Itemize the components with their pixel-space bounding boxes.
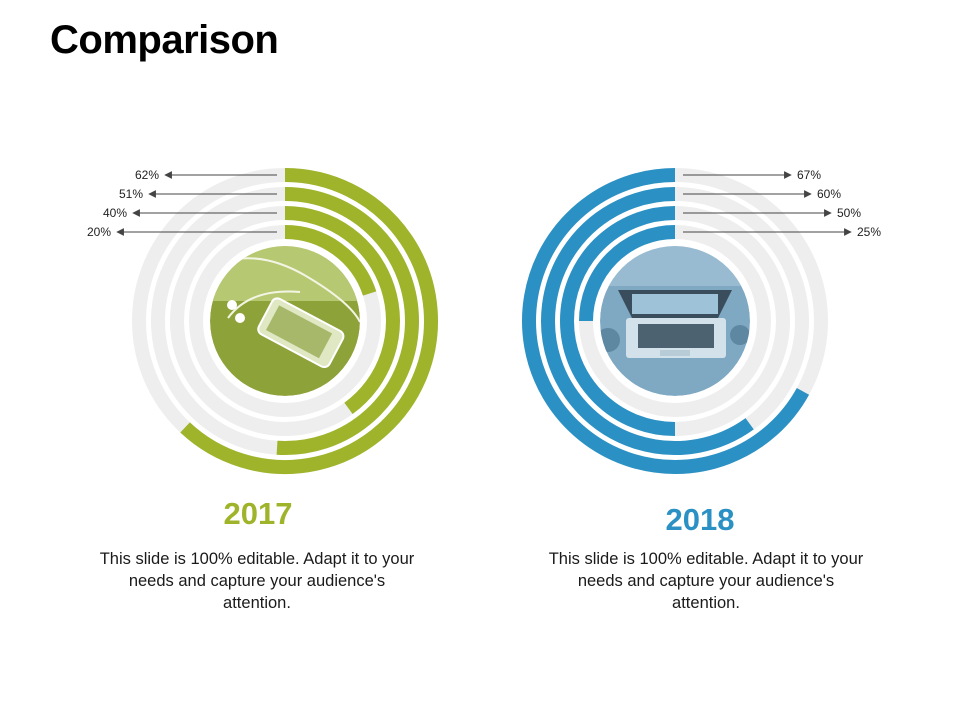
ring-bar-4 xyxy=(284,225,377,296)
year-2018-label: 2018 xyxy=(665,502,735,537)
ring-bar-4 xyxy=(579,225,676,322)
ring-bar-3 xyxy=(284,206,400,415)
chart-2018-labels: 67% 60% 50% 25% xyxy=(797,168,881,239)
value-label-3: 50% xyxy=(837,206,861,220)
ring-bar-2 xyxy=(276,187,419,455)
value-label-2: 60% xyxy=(817,187,841,201)
chart-2017-bars xyxy=(180,168,438,474)
value-label-1: 62% xyxy=(135,168,159,182)
value-label-2: 51% xyxy=(119,187,143,201)
chart-2017-arrows xyxy=(116,171,277,236)
value-label-4: 25% xyxy=(857,225,881,239)
ring-bar-1 xyxy=(180,168,438,474)
chart-2018-bars xyxy=(522,168,810,474)
year-2017-label: 2017 xyxy=(223,496,293,531)
value-label-4: 20% xyxy=(87,225,111,239)
chart-2018-arrows xyxy=(683,171,852,236)
value-label-3: 40% xyxy=(103,206,127,220)
ring-bar-1 xyxy=(522,168,810,474)
ring-bar-2 xyxy=(541,187,754,455)
chart-2017: 62% 51% 40% 20% xyxy=(87,168,438,474)
smartphone-photo-icon xyxy=(210,246,360,396)
year-2018-description: This slide is 100% editable. Adapt it to… xyxy=(548,550,864,612)
slide-title: Comparison xyxy=(50,18,279,62)
year-2017-description: This slide is 100% editable. Adapt it to… xyxy=(99,550,415,612)
value-label-1: 67% xyxy=(797,168,821,182)
laptop-photo-icon xyxy=(600,246,750,396)
chart-2018: 67% 60% 50% 25% xyxy=(522,168,881,474)
chart-2017-labels: 62% 51% 40% 20% xyxy=(87,168,159,239)
ring-bar-3 xyxy=(560,206,676,436)
